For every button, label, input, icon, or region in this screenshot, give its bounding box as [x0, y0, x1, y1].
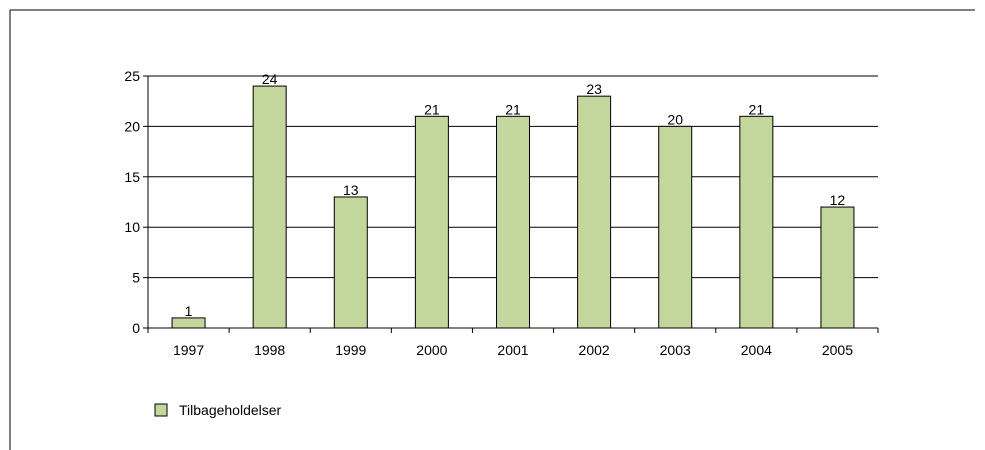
y-tick-label: 25 [124, 68, 140, 84]
bar [252, 85, 287, 329]
y-tick-label: 0 [132, 320, 140, 336]
plot-area: 0 5 10 15 20 25 1997 1998 1999 2000 2001 2002 2003 2… [124, 68, 879, 358]
x-tick-label: 2005 [822, 342, 853, 358]
axes [143, 75, 879, 333]
data-label: 21 [505, 101, 521, 117]
y-tick-label: 20 [124, 118, 140, 134]
bar [577, 95, 612, 329]
x-tick-label: 1999 [335, 342, 366, 358]
y-tick-label: 5 [132, 270, 140, 286]
legend-label: Tilbageholdelser [179, 402, 282, 418]
data-labels: 1 24 13 21 21 23 20 21 12 [185, 71, 846, 319]
x-tick-labels: 1997 1998 1999 2000 2001 2002 2003 2004 2005 [173, 342, 853, 358]
data-label: 1 [185, 303, 193, 319]
bar [658, 125, 693, 329]
bar [171, 317, 206, 329]
x-tick-label: 2001 [497, 342, 528, 358]
bars [171, 85, 855, 329]
bar [414, 115, 449, 329]
x-tick-label: 2002 [579, 342, 610, 358]
y-tick-label: 15 [124, 169, 140, 185]
x-tick-label: 1997 [173, 342, 204, 358]
x-tick-label: 2000 [416, 342, 447, 358]
x-tick-label: 1998 [254, 342, 285, 358]
y-tick-labels: 0 5 10 15 20 25 [124, 68, 140, 336]
bar [739, 115, 774, 329]
y-tick-label: 10 [124, 219, 140, 235]
data-label: 13 [343, 182, 359, 198]
data-label: 20 [667, 111, 683, 127]
data-label: 23 [586, 81, 602, 97]
x-tick-label: 2003 [660, 342, 691, 358]
data-label: 21 [749, 101, 765, 117]
bar [820, 206, 855, 329]
legend-swatch [154, 403, 168, 417]
bar [333, 196, 368, 329]
data-label: 21 [424, 101, 440, 117]
data-label: 24 [262, 71, 278, 87]
data-label: 12 [830, 192, 846, 208]
bar [496, 115, 530, 329]
x-tick-label: 2004 [741, 342, 772, 358]
legend: Tilbageholdelser [154, 402, 282, 418]
